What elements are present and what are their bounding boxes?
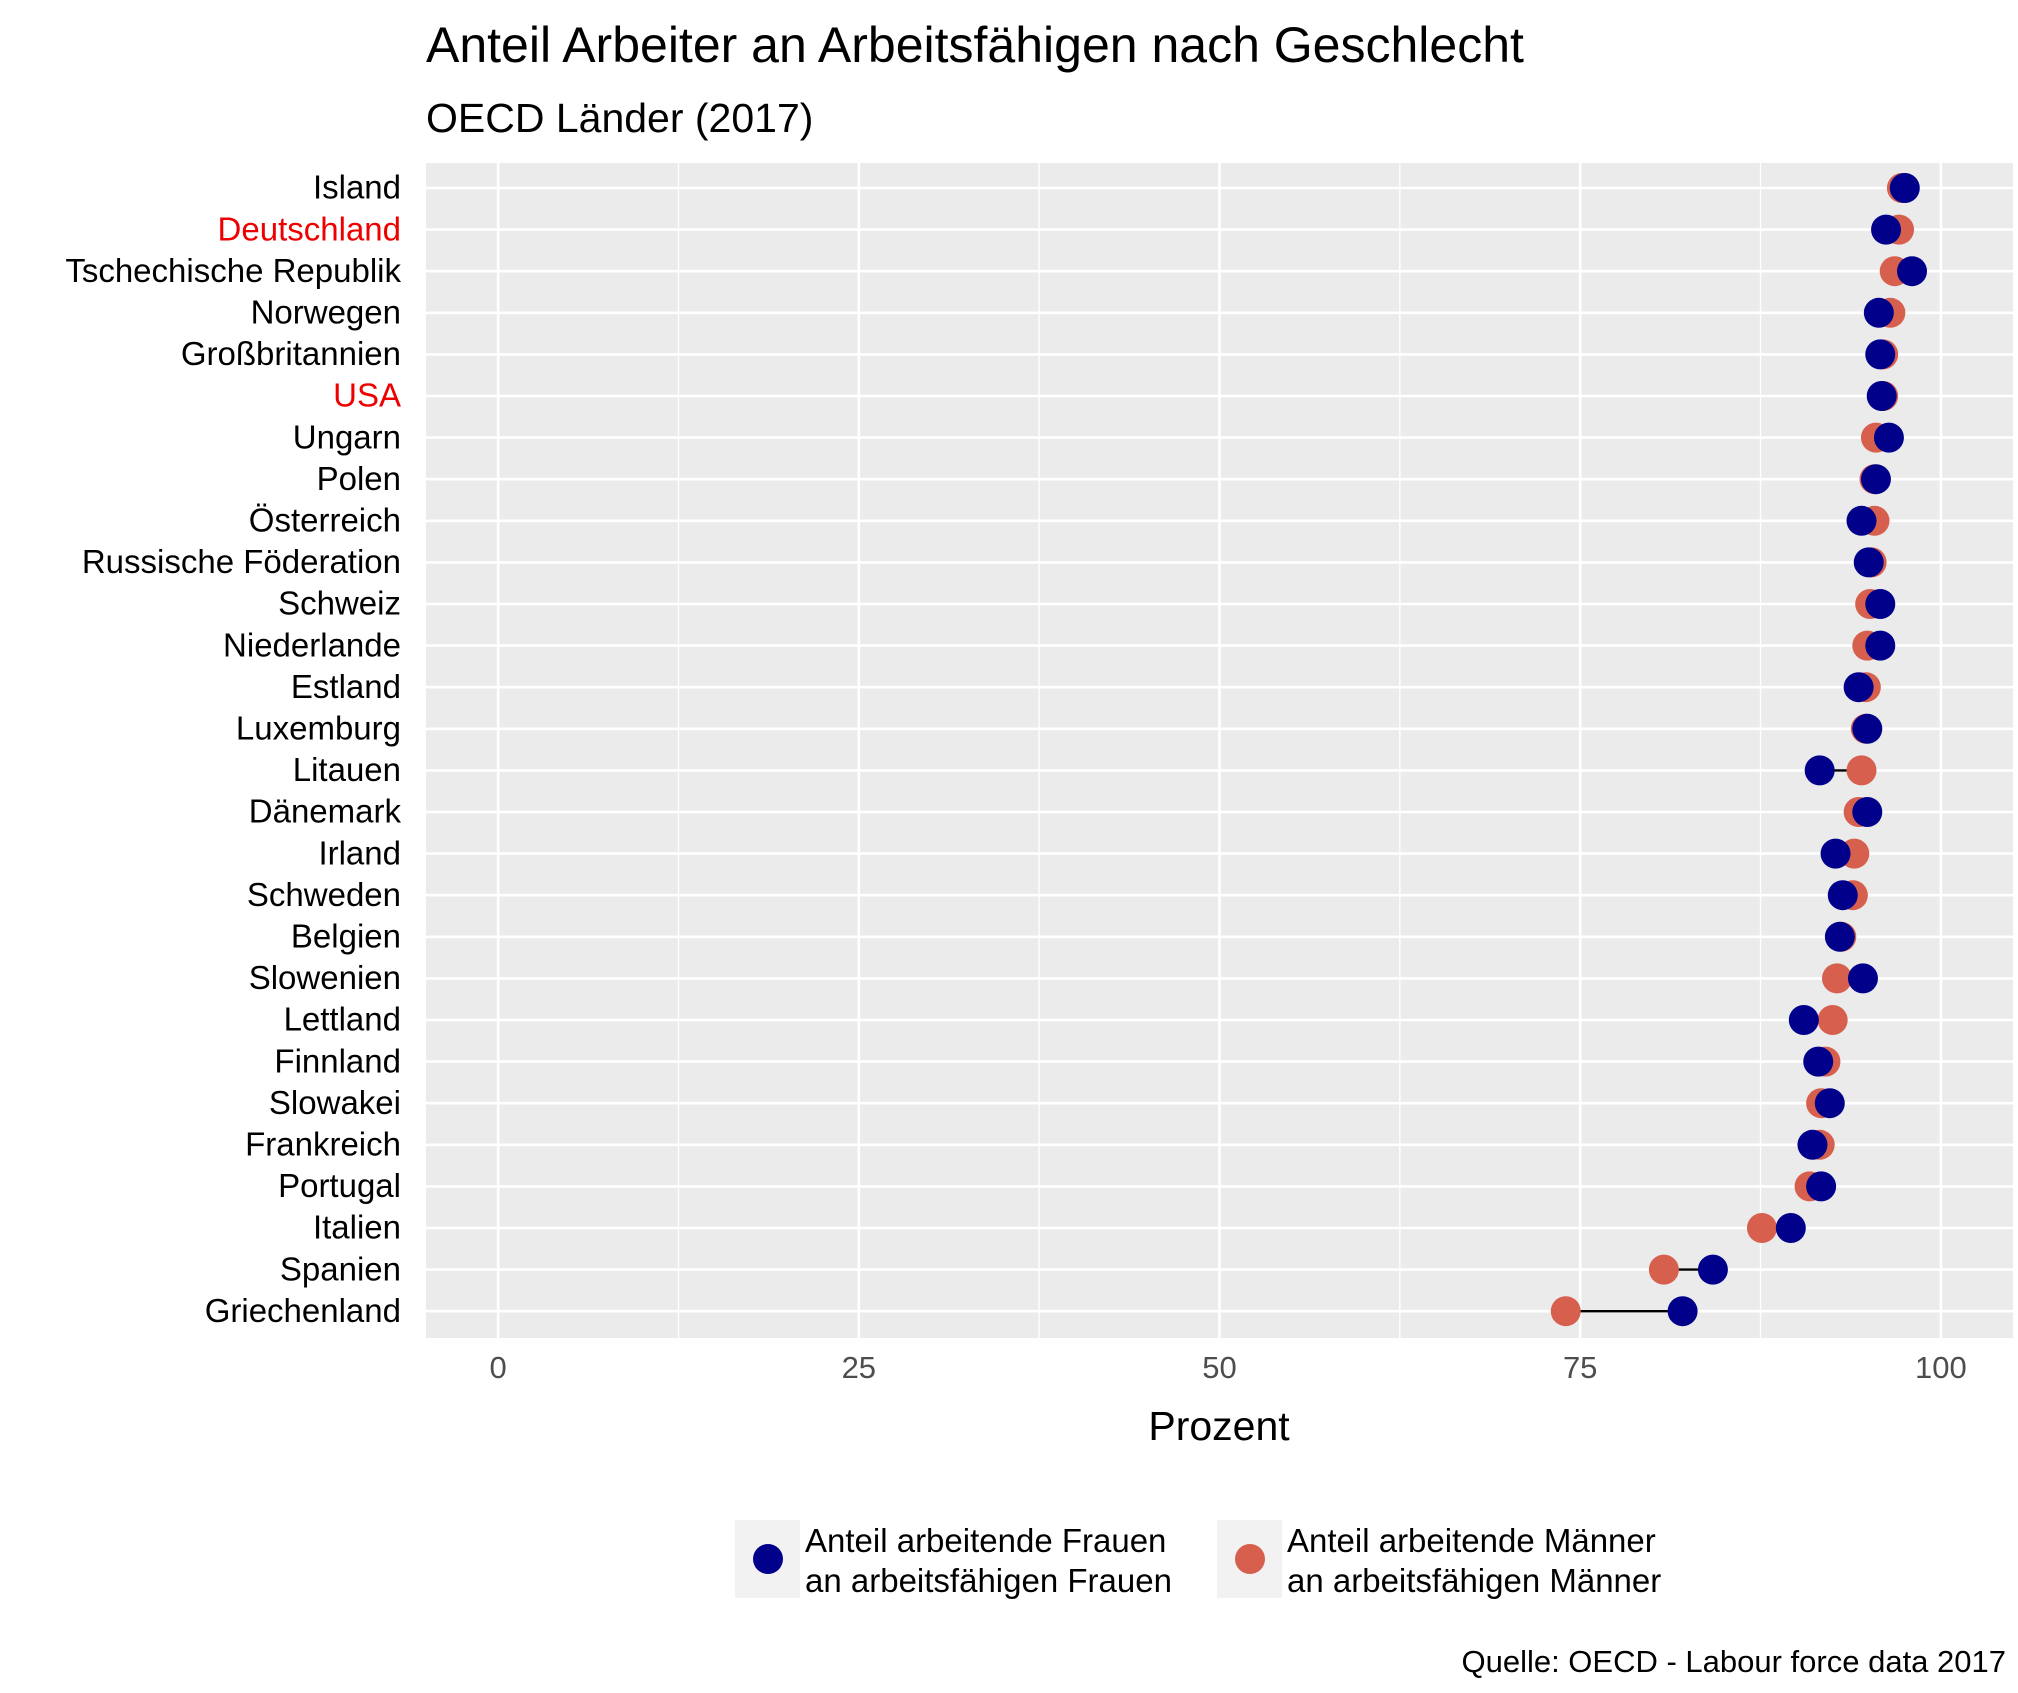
y-axis-label: Russische Föderation <box>82 543 401 580</box>
point-women <box>1843 672 1874 703</box>
point-women <box>1804 755 1835 786</box>
point-women <box>1863 297 1894 328</box>
legend-label-men-line2: an arbeitsfähigen Männer <box>1287 1562 1661 1599</box>
x-axis-label: Prozent <box>1148 1403 1290 1449</box>
point-women <box>1775 1213 1806 1243</box>
point-women <box>1846 505 1877 536</box>
point-women <box>1806 1171 1837 1202</box>
y-axis-label: Österreich <box>249 502 401 539</box>
point-women <box>1860 464 1891 495</box>
point-women <box>1788 1005 1819 1035</box>
y-axis-label: Ungarn <box>293 418 401 455</box>
point-women <box>1866 381 1897 411</box>
y-axis-label: Estland <box>291 668 401 705</box>
point-women <box>1847 963 1878 994</box>
grid-minor <box>677 163 1762 1338</box>
legend-label-men-line1: Anteil arbeitende Männer <box>1287 1522 1656 1559</box>
legend: Anteil arbeitende Frauen an arbeitsfähig… <box>735 1520 1661 1599</box>
point-men <box>1550 1296 1581 1327</box>
point-women <box>1889 173 1920 203</box>
y-axis-label: Portugal <box>278 1167 401 1204</box>
point-women <box>1873 422 1904 453</box>
point-men <box>1817 1005 1848 1035</box>
y-axis-label: Irland <box>318 834 401 871</box>
y-axis-label: Belgien <box>291 918 401 955</box>
legend-marker-men <box>1235 1544 1265 1574</box>
y-axis-label: Schweden <box>247 876 401 913</box>
y-axis-label: Polen <box>317 460 401 497</box>
point-women <box>1871 214 1902 245</box>
x-tick-label: 100 <box>1915 1350 1967 1385</box>
y-axis-label: Frankreich <box>245 1126 401 1163</box>
y-axis-label: Niederlande <box>223 626 401 663</box>
y-axis-label: Norwegen <box>251 294 401 331</box>
x-tick-label: 75 <box>1563 1350 1597 1385</box>
y-axis-label: Lettland <box>284 1001 401 1038</box>
chart-title: Anteil Arbeiter an Arbeitsfähigen nach G… <box>426 17 1524 73</box>
point-women <box>1797 1129 1828 1160</box>
y-axis-label: Tschechische Republik <box>65 252 401 289</box>
point-women <box>1852 713 1883 744</box>
point-women <box>1865 630 1896 661</box>
point-men <box>1846 755 1877 786</box>
point-women <box>1853 547 1884 578</box>
legend-marker-women <box>753 1544 783 1574</box>
point-men <box>1648 1254 1679 1285</box>
y-axis-label: Luxemburg <box>236 710 401 747</box>
y-axis-label: Slowenien <box>249 959 401 996</box>
point-women <box>1824 921 1855 952</box>
point-women <box>1865 339 1896 370</box>
point-women <box>1667 1296 1698 1327</box>
x-axis-ticks: 0 25 50 75 100 <box>490 1350 1967 1385</box>
point-women <box>1820 838 1851 869</box>
point-women <box>1897 256 1928 287</box>
caption: Quelle: OECD - Labour force data 2017 <box>1461 1644 2006 1679</box>
y-axis-label: Großbritannien <box>181 335 401 372</box>
point-women <box>1827 880 1858 911</box>
x-tick-label: 25 <box>842 1350 876 1385</box>
chart-subtitle: OECD Länder (2017) <box>426 95 813 141</box>
y-axis-label: Spanien <box>280 1250 401 1287</box>
y-axis-label: Slowakei <box>269 1084 401 1121</box>
point-men <box>1746 1213 1777 1243</box>
point-men <box>1821 963 1852 994</box>
point-women <box>1803 1046 1834 1077</box>
point-women <box>1852 797 1883 827</box>
y-axis-label: Dänemark <box>249 793 402 830</box>
points-women <box>1667 173 1928 1327</box>
y-axis-label: Schweiz <box>278 585 401 622</box>
point-women <box>1814 1088 1845 1119</box>
y-axis-label: Griechenland <box>205 1292 401 1329</box>
x-tick-label: 0 <box>490 1350 507 1385</box>
y-axis-label: Litauen <box>293 751 401 788</box>
x-tick-label: 50 <box>1202 1350 1236 1385</box>
legend-label-women-line1: Anteil arbeitende Frauen <box>805 1522 1166 1559</box>
legend-label-women-line2: an arbeitsfähigen Frauen <box>805 1562 1172 1599</box>
y-axis-label: Island <box>313 169 401 206</box>
y-axis-labels: Island Deutschland Tschechische Republik No… <box>65 169 401 1329</box>
y-axis-label: Finnland <box>274 1042 401 1079</box>
point-women <box>1697 1254 1728 1285</box>
point-women <box>1865 589 1896 619</box>
y-axis-label: Italien <box>313 1209 401 1246</box>
y-axis-label: Deutschland <box>218 210 401 247</box>
y-axis-label: USA <box>333 377 401 414</box>
